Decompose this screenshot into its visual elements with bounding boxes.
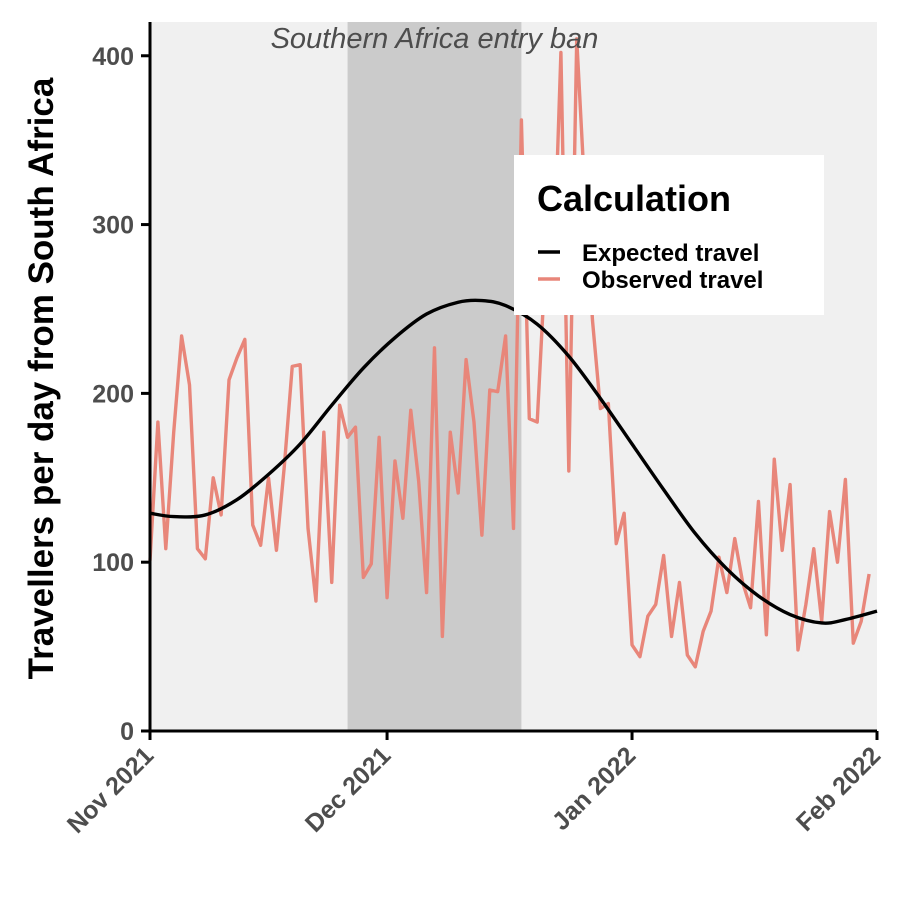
legend-box bbox=[514, 155, 824, 315]
y-tick-label: 200 bbox=[92, 380, 134, 408]
y-axis-ticks: 0 100 200 300 400 bbox=[92, 43, 150, 746]
y-tick-label: 400 bbox=[92, 43, 134, 71]
legend-label: Observed travel bbox=[582, 267, 763, 294]
series-lines bbox=[148, 37, 878, 669]
x-axis-ticks: Nov 2021 Dec 2021 Jan 2022 Feb 2022 bbox=[62, 731, 886, 839]
legend-title: Calculation bbox=[537, 178, 731, 219]
axes bbox=[148, 22, 877, 733]
observed-travel-line bbox=[148, 37, 871, 669]
y-tick-label: 300 bbox=[92, 212, 134, 240]
shaded-region-label: Southern Africa entry ban bbox=[271, 23, 599, 55]
expected-travel-line bbox=[149, 298, 878, 625]
y-tick-label: 0 bbox=[120, 718, 134, 746]
x-tick-label: Feb 2022 bbox=[791, 741, 886, 836]
legend-label: Expected travel bbox=[582, 240, 759, 267]
x-tick-label: Jan 2022 bbox=[547, 741, 641, 835]
x-tick-label: Dec 2021 bbox=[300, 741, 397, 838]
y-tick-label: 100 bbox=[92, 549, 134, 577]
y-axis-title: Travellers per day from South Africa bbox=[22, 77, 61, 679]
x-tick-label: Nov 2021 bbox=[62, 741, 160, 839]
